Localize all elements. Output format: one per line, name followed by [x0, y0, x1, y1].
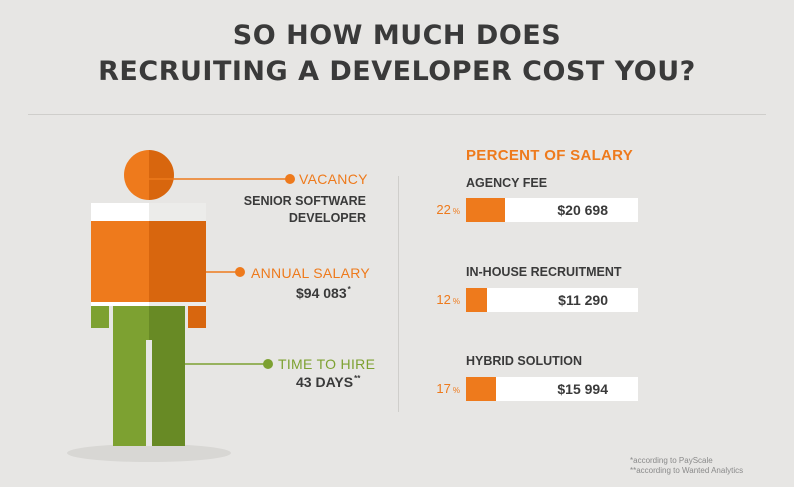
title-line-2: RECRUITING A DEVELOPER COST YOU? [98, 56, 696, 87]
torso-right [149, 221, 206, 302]
title-line-1: SO HOW MUCH DOES [232, 20, 562, 51]
hire-value: 43 DAYS** [296, 374, 360, 390]
salary-heading: ANNUAL SALARY [251, 265, 371, 281]
page-title: SO HOW MUCH DOES RECRUITING A DEVELOPER … [0, 18, 794, 90]
vacancy-value: SENIOR SOFTWARE DEVELOPER [236, 193, 366, 227]
vacancy-heading: VACANCY [299, 171, 368, 187]
section-divider [398, 176, 399, 412]
hire-heading: TIME TO HIRE [278, 356, 376, 372]
in-house-recruitment-bar: $11 290 [466, 288, 638, 312]
salary-amount: $94 083 [296, 285, 347, 301]
shoulders-right [149, 203, 206, 221]
figure-shadow [67, 444, 231, 462]
hire-dot [263, 359, 273, 369]
in-house-recruitment-amount: $11 290 [558, 292, 608, 308]
footnote-payscale: *according to PayScale [630, 456, 713, 465]
hybrid-solution-bar-fill [466, 377, 496, 401]
agency-fee-percent: 22% [408, 202, 460, 217]
in-house-recruitment-percent-value: 12 [436, 292, 451, 307]
hybrid-solution-label: HYBRID SOLUTION [466, 354, 582, 368]
hybrid-solution-percent-value: 17 [436, 381, 451, 396]
hybrid-solution-percent: 17% [408, 381, 460, 396]
hand-left [91, 306, 109, 328]
vacancy-dot [285, 174, 295, 184]
hire-days: 43 DAYS [296, 374, 354, 390]
title-divider [28, 114, 766, 115]
footnote-wanted-analytics: **according to Wanted Analytics [630, 466, 744, 475]
agency-fee-percent-value: 22 [436, 202, 451, 217]
legs-right [149, 306, 185, 446]
hybrid-solution-percent-unit: % [452, 386, 460, 395]
agency-fee-amount: $20 698 [557, 202, 608, 218]
belt-right [149, 302, 206, 306]
in-house-recruitment-label: IN-HOUSE RECRUITMENT [466, 265, 622, 279]
head-right [149, 150, 174, 200]
head-left [124, 150, 149, 200]
agency-fee-bar-fill [466, 198, 505, 222]
shoulders-left [91, 203, 149, 221]
hybrid-solution-bar: $15 994 [466, 377, 638, 401]
hand-right [188, 306, 206, 328]
hybrid-solution-amount: $15 994 [557, 381, 608, 397]
torso-left [91, 221, 149, 302]
in-house-recruitment-bar-fill [466, 288, 487, 312]
agency-fee-label: AGENCY FEE [466, 176, 548, 190]
salary-dot [235, 267, 245, 277]
vacancy-value-line-1: SENIOR SOFTWARE [243, 194, 366, 208]
vacancy-value-line-2: DEVELOPER [288, 211, 366, 225]
leg-gap [146, 340, 152, 446]
in-house-recruitment-percent-unit: % [452, 297, 460, 306]
agency-fee-percent-unit: % [452, 207, 460, 216]
salary-footnote-mark: * [347, 285, 351, 295]
salary-value: $94 083* [296, 285, 351, 301]
percent-of-salary-title: PERCENT OF SALARY [466, 147, 634, 164]
agency-fee-bar: $20 698 [466, 198, 638, 222]
legs-left [113, 306, 149, 446]
belt-left [91, 302, 149, 306]
in-house-recruitment-percent: 12% [408, 292, 460, 307]
hire-footnote-mark: ** [354, 374, 361, 384]
